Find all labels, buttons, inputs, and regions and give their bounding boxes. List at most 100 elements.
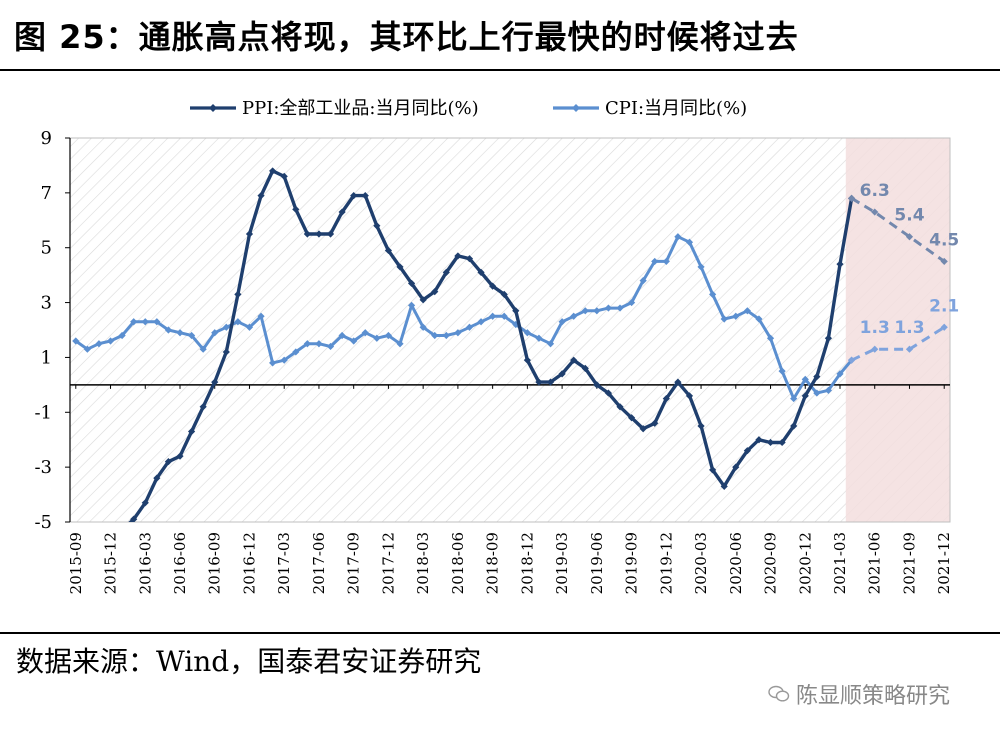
cpi-series-marker bbox=[639, 277, 647, 285]
ppi-series-marker bbox=[431, 288, 439, 296]
cpi-series-marker bbox=[581, 307, 589, 315]
figure-title: 图 25：通胀高点将现，其环比上行最快的时候将过去 bbox=[14, 18, 799, 56]
ppi-series-marker bbox=[465, 255, 474, 263]
cpi-series-marker bbox=[431, 331, 439, 340]
x-tick-label: 2020-12 bbox=[796, 532, 814, 594]
ppi-series-marker bbox=[720, 482, 728, 490]
cpi-forecast-marker bbox=[940, 323, 948, 331]
x-tick-label: 2021-06 bbox=[866, 532, 884, 594]
x-tick-label: 2016-06 bbox=[171, 532, 189, 594]
watermark-text: 陈显顺策略研究 bbox=[796, 684, 951, 709]
cpi-series-marker bbox=[662, 257, 670, 266]
y-tick-label: -5 bbox=[34, 512, 52, 533]
cpi-series-marker bbox=[280, 356, 288, 364]
ppi-forecast-marker bbox=[905, 233, 914, 241]
cpi-series-marker bbox=[732, 312, 740, 320]
cpi-series-marker bbox=[176, 329, 184, 337]
x-axis: 2015-09 2015-12 2016-03 2016-06 2016-09 2016-… bbox=[67, 384, 953, 594]
ppi-series-marker bbox=[627, 414, 636, 422]
wechat-icon bbox=[768, 685, 790, 702]
x-tick-label: 2018-06 bbox=[449, 532, 467, 594]
cpi-series-marker bbox=[130, 318, 138, 326]
cpi-series-marker bbox=[361, 329, 369, 337]
x-tick-label: 2017-12 bbox=[379, 532, 397, 594]
ppi-series-marker bbox=[315, 230, 323, 238]
ppi-series-marker bbox=[326, 230, 335, 238]
ppi-forecast bbox=[847, 194, 948, 266]
cpi-series-marker bbox=[813, 389, 821, 397]
y-axis: -5 -3 -1 1 3 5 7 9 bbox=[34, 128, 71, 533]
ppi-series-marker bbox=[709, 466, 717, 474]
cpi-series-marker bbox=[477, 318, 485, 326]
y-tick-label: 3 bbox=[41, 293, 52, 314]
x-tick-label: 2021-09 bbox=[900, 532, 918, 594]
cpi-series-marker bbox=[824, 386, 833, 394]
ppi-series-marker bbox=[153, 474, 161, 482]
data-labels: 6.35.44.51.3 1.32.1 bbox=[860, 181, 960, 338]
y-tick-label: 5 bbox=[41, 238, 52, 259]
watermark: 陈显顺策略研究 bbox=[768, 678, 950, 710]
ppi-series-marker bbox=[685, 392, 694, 400]
cpi-series-marker bbox=[651, 257, 659, 266]
cpi-series-marker bbox=[500, 312, 508, 320]
x-tick-label: 2017-09 bbox=[345, 532, 363, 594]
cpi-series-marker bbox=[778, 367, 786, 375]
y-tick-label: -1 bbox=[34, 402, 52, 423]
cpi-series-marker bbox=[326, 342, 335, 351]
y-tick-label: -3 bbox=[34, 457, 52, 478]
ppi-series-marker bbox=[766, 438, 775, 447]
x-tick-label: 2018-12 bbox=[518, 532, 536, 594]
cpi-series-marker bbox=[257, 312, 265, 320]
ppi-series-marker bbox=[604, 389, 613, 397]
cpi-series-marker bbox=[558, 318, 566, 326]
cpi-series-marker bbox=[245, 323, 254, 331]
ppi-series-marker bbox=[176, 452, 184, 460]
cpi-series-marker bbox=[292, 348, 300, 356]
ppi-series-marker bbox=[581, 364, 589, 372]
ppi-series-marker bbox=[234, 290, 242, 298]
x-tick-label: 2018-09 bbox=[484, 532, 502, 594]
cpi-series-line bbox=[74, 235, 853, 401]
chart: PPI:全部工业品:当月同比(%) CPI:当月同比(%) -5 -3 -1 1 3 5 7 9… bbox=[34, 98, 960, 594]
ppi-series-marker bbox=[222, 348, 230, 356]
ppi-series-marker bbox=[199, 403, 207, 411]
hatch-background bbox=[70, 138, 950, 522]
cpi-series-marker bbox=[234, 318, 242, 326]
x-tick-label: 2019-12 bbox=[657, 532, 675, 594]
ppi-series-marker bbox=[119, 527, 126, 534]
ppi-series-marker bbox=[396, 263, 404, 271]
ppi-series-marker bbox=[558, 370, 566, 378]
cpi-series-marker bbox=[350, 337, 358, 345]
cpi-series-marker bbox=[523, 329, 531, 337]
cpi-series-marker bbox=[315, 340, 323, 348]
cpi-series-marker bbox=[836, 370, 844, 378]
x-tick-label: 2021-12 bbox=[935, 532, 953, 594]
ppi-series-marker bbox=[384, 246, 393, 255]
x-tick-label: 2017-03 bbox=[275, 532, 293, 594]
cpi-series-marker bbox=[709, 290, 717, 298]
x-tick-label: 2016-09 bbox=[206, 532, 224, 594]
ppi-series-marker bbox=[477, 268, 485, 276]
ppi-series-marker bbox=[813, 373, 821, 381]
cpi-series-marker bbox=[222, 323, 230, 331]
forecast-data-label: 4.5 bbox=[929, 230, 959, 250]
cpi-forecast-line bbox=[850, 326, 946, 362]
cpi-series-marker bbox=[199, 345, 207, 353]
ppi-forecast-marker bbox=[847, 194, 856, 202]
cpi-series-marker bbox=[604, 304, 613, 312]
x-tick-label: 2019-06 bbox=[588, 532, 606, 594]
cpi-series-marker bbox=[269, 359, 277, 367]
cpi-series-marker bbox=[697, 263, 705, 271]
ppi-series-marker bbox=[361, 192, 369, 200]
cpi-series-marker bbox=[570, 312, 578, 320]
ppi-series-marker bbox=[790, 422, 798, 430]
plot-background bbox=[69, 137, 951, 523]
x-tick-label: 2017-06 bbox=[310, 532, 328, 594]
ppi-series-marker bbox=[616, 403, 624, 411]
x-tick-label: 2018-03 bbox=[414, 532, 432, 594]
cpi-series-marker bbox=[442, 331, 450, 340]
ppi-series-marker bbox=[130, 515, 138, 522]
forecast-data-label: 5.4 bbox=[894, 206, 924, 226]
y-tick-label: 9 bbox=[41, 128, 52, 149]
cpi-series-marker bbox=[489, 312, 497, 320]
